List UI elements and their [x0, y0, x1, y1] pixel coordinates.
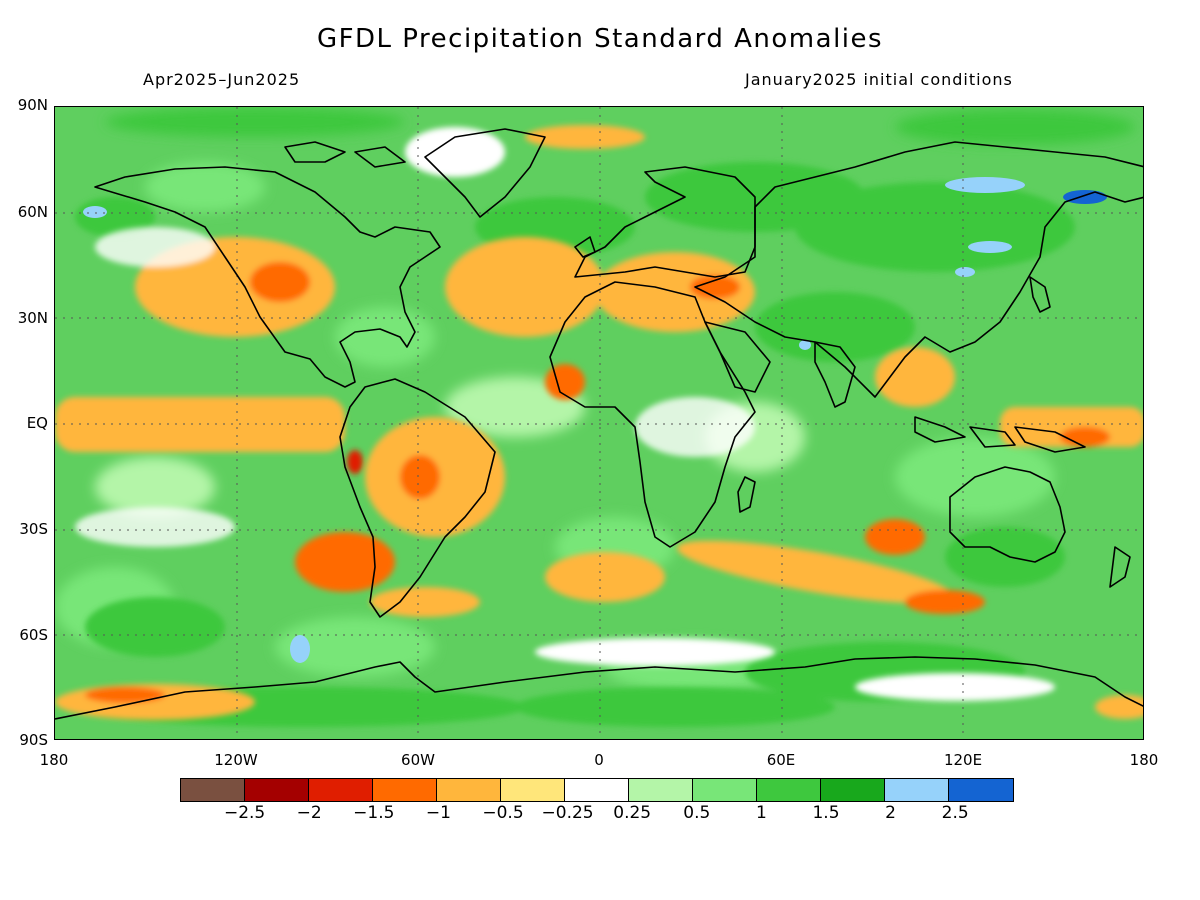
- lat-label-30s: 30S: [19, 520, 48, 538]
- colorbar-swatch: [437, 779, 501, 801]
- colorbar-label: −1: [425, 803, 451, 823]
- gridlines: [55, 107, 1143, 739]
- colorbar-label: 1: [755, 803, 767, 823]
- colorbar-swatch: [565, 779, 629, 801]
- colorbar-swatch: [949, 779, 1013, 801]
- colorbar-label: 2: [885, 803, 896, 823]
- dry-regions: [55, 125, 1143, 720]
- colorbar-label: −0.5: [482, 803, 524, 823]
- colorbar-label: −2: [296, 803, 322, 823]
- colorbar-swatch: [501, 779, 565, 801]
- chart-title: GFDL Precipitation Standard Anomalies: [316, 24, 884, 54]
- lon-label-180w: 180: [39, 751, 69, 769]
- lat-label-60s: 60S: [19, 626, 48, 644]
- period-label: Apr2025–Jun2025: [143, 70, 301, 89]
- colorbar: [180, 778, 1014, 802]
- colorbar-swatch: [181, 779, 245, 801]
- colorbar-label: −1.5: [353, 803, 395, 823]
- lat-label-60n: 60N: [17, 203, 48, 221]
- colorbar-swatch: [821, 779, 885, 801]
- colorbar-label: 2.5: [941, 803, 969, 823]
- colorbar-swatch: [373, 779, 437, 801]
- colorbar-swatch: [309, 779, 373, 801]
- initial-conditions-label: January2025 initial conditions: [745, 70, 1013, 89]
- colorbar-swatch: [757, 779, 821, 801]
- lon-label-180e: 180: [1129, 751, 1159, 769]
- lon-label-120e: 120E: [943, 751, 983, 769]
- coastlines: [55, 128, 1143, 720]
- anomaly-map: [55, 107, 1143, 739]
- colorbar-label: 0.25: [613, 803, 652, 823]
- colorbar-label: 1.5: [812, 803, 840, 823]
- lon-label-60w: 60W: [401, 751, 435, 769]
- colorbar-label: 0.5: [683, 803, 711, 823]
- lon-label-120w: 120W: [214, 751, 258, 769]
- map-panel: [54, 106, 1144, 740]
- lat-label-eq: EQ: [26, 414, 48, 432]
- colorbar-label: −2.5: [223, 803, 266, 823]
- colorbar-swatch: [629, 779, 693, 801]
- colorbar-swatch: [693, 779, 757, 801]
- lat-label-30n: 30N: [17, 309, 48, 327]
- lat-label-90s: 90S: [19, 731, 48, 749]
- lon-label-0: 0: [594, 751, 604, 769]
- very-wet-spots: [83, 177, 1107, 663]
- lon-label-60e: 60E: [766, 751, 796, 769]
- colorbar-swatch: [885, 779, 949, 801]
- colorbar-label: −0.25: [541, 803, 594, 823]
- colorbar-swatch: [245, 779, 309, 801]
- lat-label-90n: 90N: [17, 96, 48, 114]
